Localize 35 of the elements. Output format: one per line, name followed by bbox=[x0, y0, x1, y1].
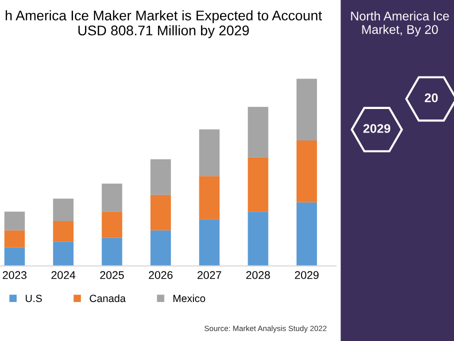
bar bbox=[248, 106, 268, 158]
x-tick-label: 2023 bbox=[2, 271, 26, 280]
x-tick-label: 2028 bbox=[246, 271, 270, 280]
bar bbox=[53, 221, 74, 242]
bar bbox=[296, 202, 317, 266]
bar bbox=[199, 219, 220, 266]
bar bbox=[150, 194, 171, 230]
bar bbox=[53, 198, 74, 222]
bar bbox=[296, 78, 317, 141]
bar bbox=[102, 184, 122, 212]
x-tick-label: 2029 bbox=[294, 271, 319, 280]
bar bbox=[199, 129, 220, 176]
bar bbox=[199, 176, 220, 220]
bar bbox=[4, 247, 25, 266]
bar bbox=[102, 212, 122, 238]
bar bbox=[53, 242, 74, 266]
chart-title: h America Ice Maker Market is Expected to Account USD 808.71 Million by 2029 bbox=[6, 10, 322, 38]
legend-label: Mexico bbox=[173, 294, 206, 302]
bar bbox=[248, 212, 268, 266]
bar bbox=[296, 140, 317, 202]
x-tick-label: 2026 bbox=[148, 271, 173, 280]
x-tick-label: 2025 bbox=[100, 271, 124, 280]
bar bbox=[150, 230, 171, 266]
x-tick-label: 2024 bbox=[52, 271, 76, 280]
bar bbox=[248, 157, 268, 212]
text: North America Ice Market, By 20 bbox=[351, 11, 449, 36]
legend-label: Canada bbox=[90, 294, 126, 302]
bar bbox=[4, 230, 25, 248]
text: 20 bbox=[424, 93, 438, 102]
x-tick-label: 2027 bbox=[198, 271, 222, 280]
bar bbox=[150, 159, 171, 195]
bar bbox=[102, 238, 122, 266]
text: 2029 bbox=[363, 124, 390, 133]
legend-label: U.S bbox=[26, 294, 42, 302]
bar bbox=[4, 212, 25, 230]
